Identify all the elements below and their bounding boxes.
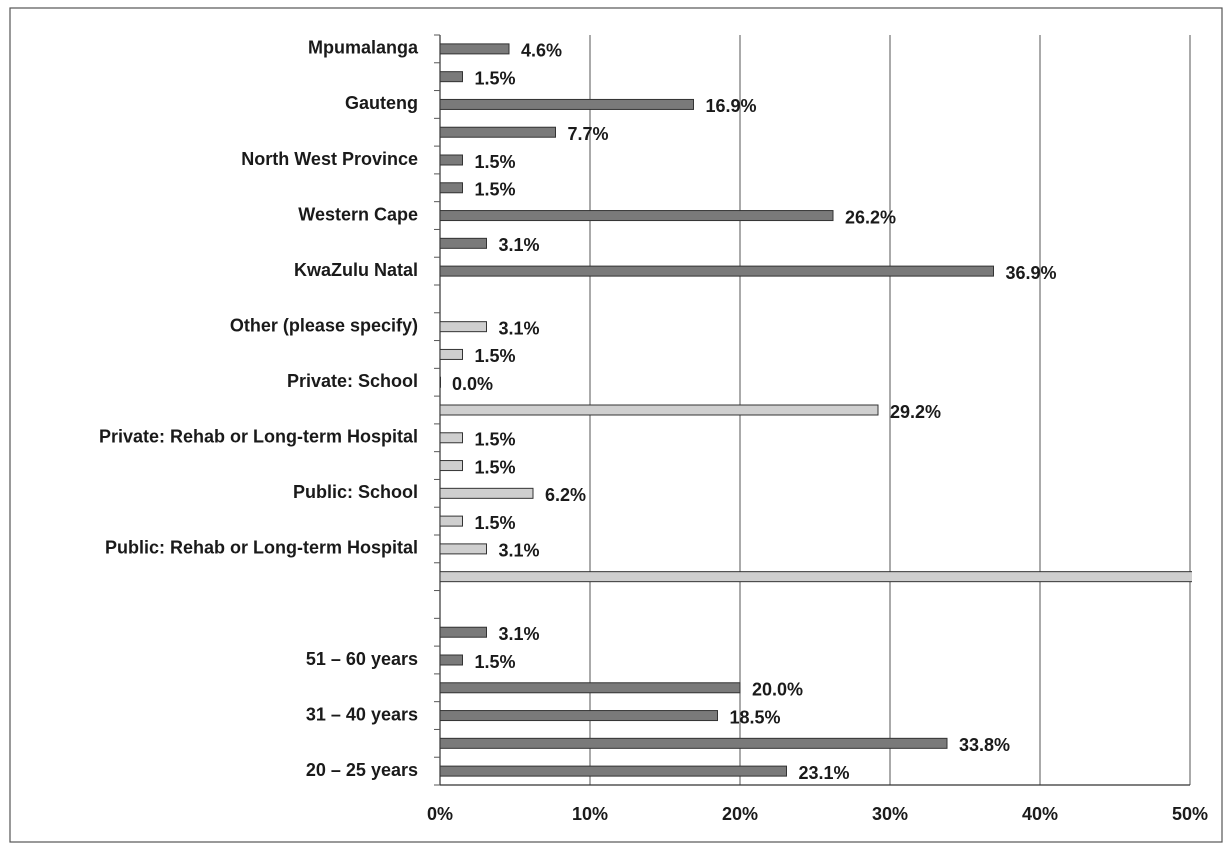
bar: [440, 682, 741, 694]
data-label: 1.5%: [475, 652, 516, 672]
data-label: 1.5%: [475, 457, 516, 477]
y-tick-label: KwaZulu Natal: [294, 260, 418, 280]
data-label: 4.6%: [521, 41, 562, 61]
bar: [440, 98, 694, 110]
bar: [440, 543, 487, 555]
bar: [440, 460, 463, 472]
frame: [9, 7, 1223, 843]
bar: [440, 265, 994, 277]
x-tick-label: 50%: [1172, 804, 1208, 824]
bar: [440, 487, 534, 499]
y-tick-label: Private: Rehab or Long-term Hospital: [99, 427, 418, 447]
y-tick-label: 51 – 60 years: [306, 649, 418, 669]
labels: 0% 10% 20% 30% 40% 50%Mpumalanga 4.6%1.5%Gaute…: [99, 38, 1208, 824]
data-label: 36.9%: [1006, 263, 1057, 283]
bar: [440, 432, 463, 444]
data-label: 0.0%: [452, 374, 493, 394]
bar: [440, 765, 787, 777]
data-label: 1.5%: [475, 68, 516, 88]
data-label: 3.1%: [499, 624, 540, 644]
bar: [440, 626, 487, 638]
bar: [440, 515, 463, 527]
data-label: 3.1%: [499, 235, 540, 255]
y-tick-label: Public: Rehab or Long-term Hospital: [105, 538, 418, 558]
data-label: 33.8%: [959, 735, 1010, 755]
x-tick-label: 40%: [1022, 804, 1058, 824]
data-label: 16.9%: [706, 96, 757, 116]
data-label: 6.2%: [545, 485, 586, 505]
y-tick-label: 31 – 40 years: [306, 704, 418, 724]
bars: [440, 43, 1192, 777]
bar: [440, 182, 463, 194]
bar: [440, 404, 879, 416]
data-label: 26.2%: [845, 207, 896, 227]
y-tick-label: Gauteng: [345, 93, 418, 113]
bar: [440, 571, 1192, 583]
x-tick-label: 30%: [872, 804, 908, 824]
bar: [440, 376, 441, 388]
data-label: 3.1%: [499, 318, 540, 338]
data-label: 18.5%: [730, 707, 781, 727]
y-tick-label: Other (please specify): [230, 315, 418, 335]
data-label: 29.2%: [890, 402, 941, 422]
data-label: 1.5%: [475, 152, 516, 172]
data-label: 1.5%: [475, 430, 516, 450]
data-label: 7.7%: [568, 124, 609, 144]
bar: [440, 210, 834, 222]
data-label: 1.5%: [475, 346, 516, 366]
data-label: 1.5%: [475, 513, 516, 533]
y-tick-label: North West Province: [241, 149, 418, 169]
bar: [440, 126, 556, 138]
bar: [440, 237, 487, 249]
y-tick-label: Private: School: [287, 371, 418, 391]
x-tick-label: 20%: [722, 804, 758, 824]
bar: [440, 710, 718, 722]
x-tick-label: 0%: [427, 804, 453, 824]
bar: [440, 321, 487, 333]
data-label: 3.1%: [499, 541, 540, 561]
bar: [440, 71, 463, 83]
y-tick-label: 20 – 25 years: [306, 760, 418, 780]
data-label: 20.0%: [752, 680, 803, 700]
bar: [440, 348, 463, 360]
data-label: 1.5%: [475, 180, 516, 200]
y-tick-label: Public: School: [293, 482, 418, 502]
bar: [440, 43, 510, 55]
bar: [440, 737, 948, 749]
data-label: 23.1%: [799, 763, 850, 783]
x-tick-label: 10%: [572, 804, 608, 824]
y-tick-label: Western Cape: [298, 204, 418, 224]
y-tick-label: Mpumalanga: [308, 38, 419, 58]
bar: [440, 154, 463, 166]
bar: [440, 654, 463, 666]
